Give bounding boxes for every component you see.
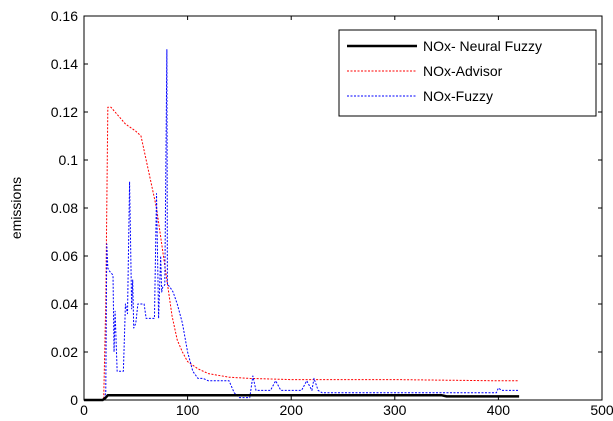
x-tick-label: 500	[590, 402, 613, 418]
y-tick-label: 0.14	[51, 56, 78, 72]
x-tick-label: 400	[487, 402, 511, 418]
series-line-nox-neural-fuzzy	[84, 393, 520, 402]
y-tick-label: 0.08	[51, 200, 78, 216]
x-tick-label: 100	[176, 402, 200, 418]
y-tick-label: 0.06	[51, 248, 78, 264]
y-tick-label: 0.16	[51, 8, 78, 24]
y-tick-label: 0	[70, 392, 78, 408]
y-tick-label: 0.1	[59, 152, 79, 168]
legend-entry-label: NOx-Fuzzy	[423, 88, 493, 104]
series-line-nox-advisor	[84, 106, 520, 401]
y-tick-label: 0.02	[51, 344, 78, 360]
legend-entry-label: NOx-Advisor	[423, 63, 503, 79]
series-line-nox-fuzzy	[84, 49, 520, 401]
y-tick-label: 0.12	[51, 104, 78, 120]
legend: NOx- Neural Fuzzy NOx-Advisor NOx-Fuzzy	[338, 29, 597, 117]
legend-box	[338, 29, 597, 117]
x-tick-label: 0	[80, 402, 88, 418]
plot-frame	[83, 15, 603, 401]
legend-entry-label: NOx- Neural Fuzzy	[423, 38, 542, 54]
x-tick-label: 200	[280, 402, 304, 418]
y-axis-label: emissions	[8, 177, 24, 239]
y-tick-label: 0.04	[51, 296, 78, 312]
series-layer	[84, 49, 520, 402]
x-tick-label: 300	[383, 402, 407, 418]
tick-labels: 0 100 200 300 400 500 0 0.02 0.04 0.06 0.08 0.1 0.12…	[51, 8, 613, 418]
